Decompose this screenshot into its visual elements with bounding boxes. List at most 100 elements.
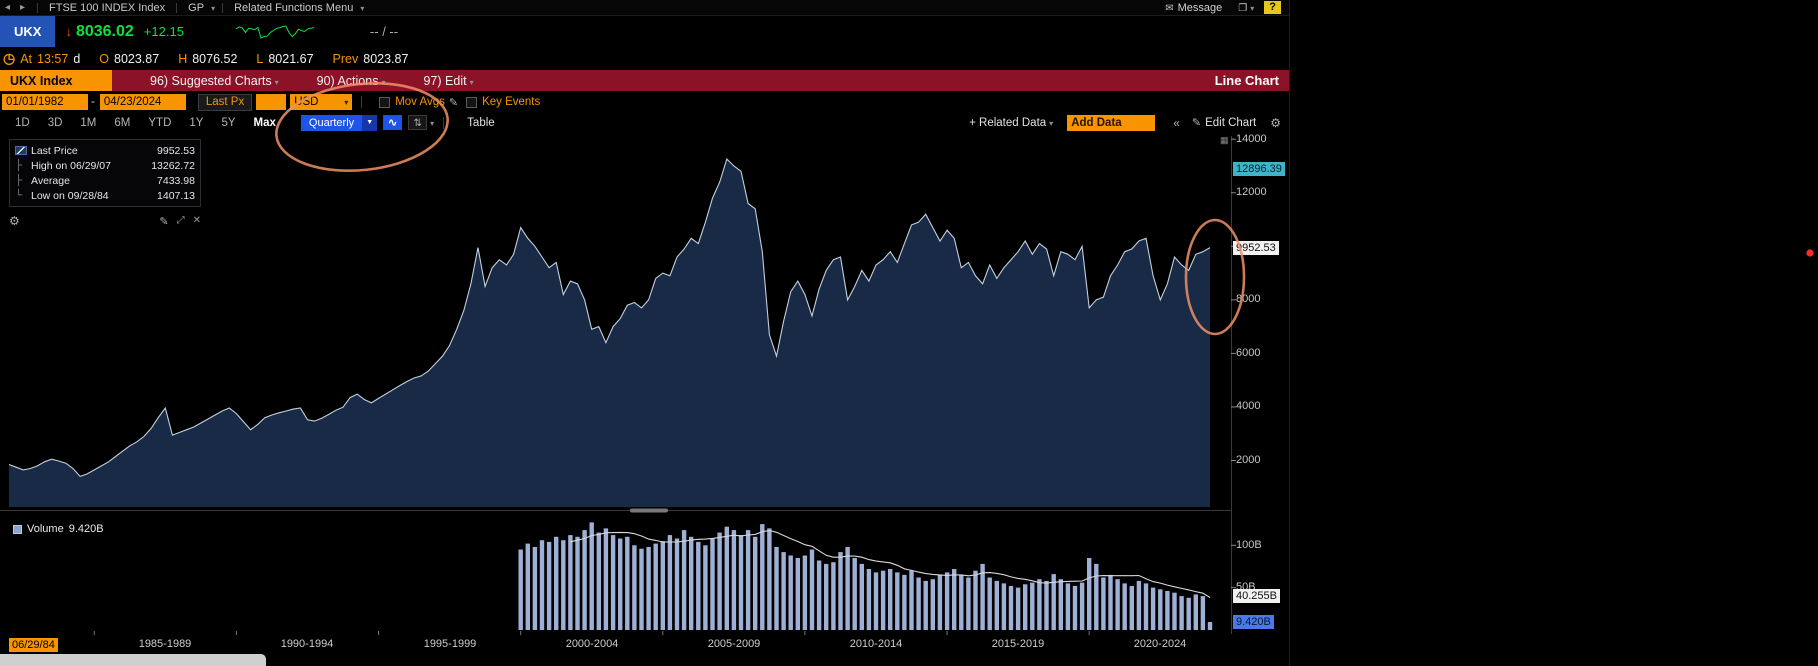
volume-bar [1143, 583, 1149, 630]
price-axis-tick: 14000 [1236, 132, 1267, 145]
volume-bar [774, 547, 779, 630]
volume-bar [596, 532, 601, 630]
volume-bar [852, 558, 857, 630]
last-price-marker-icon [15, 146, 27, 155]
menu-label: 97) Edit [423, 73, 467, 88]
window-menu-button[interactable] [1238, 2, 1254, 14]
period-tab-ytd[interactable]: YTD [148, 116, 172, 129]
volume-bar [1065, 583, 1071, 630]
legend-gear-icon[interactable] [9, 212, 20, 230]
price-change: +12.15 [143, 24, 184, 39]
end-date-input[interactable]: 04/23/2024 [99, 94, 186, 110]
volume-bar [1037, 579, 1042, 630]
volume-bar [809, 549, 815, 630]
pane-divider-handle[interactable] [630, 508, 668, 513]
high-value: 8076.52 [192, 51, 238, 66]
message-label: Message [1177, 1, 1223, 14]
security-field[interactable]: UKX Index [0, 70, 112, 91]
price-axis-tick: 12000 [1236, 186, 1267, 199]
chevron-down-icon [208, 2, 215, 14]
chart-options-icon[interactable] [1220, 135, 1229, 146]
back-button[interactable] [0, 2, 15, 13]
price-type-dropdown[interactable]: Last Px [197, 93, 253, 111]
price-override-input[interactable] [256, 94, 287, 110]
volume-bar [816, 560, 822, 630]
menu-suggested-charts[interactable]: 96) Suggested Charts [150, 74, 279, 88]
pencil-icon[interactable] [159, 215, 168, 228]
volume-bar [532, 547, 538, 630]
volume-bar [959, 574, 964, 630]
volume-bar [845, 547, 850, 630]
key-events-checkbox[interactable] [466, 96, 478, 108]
frequency-dropdown[interactable]: Quarterly [300, 114, 378, 131]
line-chart-type-button[interactable] [383, 115, 403, 130]
message-button[interactable]: Message [1165, 1, 1223, 14]
bar-chart-type-button[interactable] [408, 115, 428, 130]
key-events-label: Key Events [482, 96, 541, 108]
volume-bar [760, 524, 765, 630]
period-tab-6m[interactable]: 6M [114, 116, 131, 129]
start-date-input[interactable]: 01/01/1982 [2, 94, 88, 110]
security-title[interactable]: FTSE 100 INDEX Index [49, 1, 166, 14]
volume-bar [1207, 622, 1213, 630]
pencil-icon[interactable] [449, 96, 458, 109]
volume-bar [1008, 586, 1014, 630]
volume-bar [561, 540, 566, 630]
volume-bar [525, 543, 530, 630]
edit-chart-button[interactable]: Edit Chart [1192, 116, 1256, 129]
volume-bar [653, 543, 658, 630]
taskbar-fragment[interactable] [0, 654, 266, 666]
low-value: 8021.67 [268, 51, 314, 66]
settings-gear-icon[interactable] [1270, 116, 1281, 130]
menu-actions[interactable]: 90) Actions [317, 74, 386, 88]
help-button[interactable]: ? [1264, 1, 1281, 14]
chevron-down-icon [341, 94, 348, 111]
expand-icon[interactable] [177, 215, 185, 228]
volume-bar [1150, 587, 1156, 630]
volume-bar [987, 577, 992, 630]
period-tab-max[interactable]: Max [253, 116, 276, 129]
volume-bar [1122, 583, 1127, 630]
bid-ask-placeholder: -- / -- [369, 24, 399, 39]
collapse-button[interactable]: « [1173, 115, 1180, 130]
currency-dropdown[interactable]: USD [290, 94, 353, 111]
prev-label: Prev [332, 51, 359, 66]
quote-row: UKX ↓ 8036.02 +12.15 -- / -- [0, 16, 1289, 47]
price-volume-chart[interactable] [0, 132, 1290, 666]
table-button[interactable]: Table [467, 116, 495, 129]
down-arrow-icon: ↓ [65, 24, 72, 39]
related-functions-menu[interactable]: Related Functions Menu [234, 1, 354, 14]
period-tab-3d[interactable]: 3D [47, 116, 63, 129]
line-chart-icon [388, 116, 397, 129]
menu-edit[interactable]: 97) Edit [423, 74, 473, 88]
volume-bar [582, 530, 587, 630]
tree-branch-icon [15, 160, 31, 171]
period-tab-1y[interactable]: 1Y [189, 116, 204, 129]
volume-bar [1179, 596, 1184, 630]
high-marker-axis-label: 12896.39 [1233, 161, 1285, 176]
time-axis: 06/29/84 1985-1989 1990-1994 1995-1999 2000… [0, 637, 1231, 655]
period-tab-1d[interactable]: 1D [15, 116, 30, 129]
mov-avgs-checkbox[interactable] [379, 96, 391, 108]
function-mnemonic[interactable]: GP [188, 1, 205, 14]
legend-row: High on 06/29/07 13262.72 [15, 158, 195, 173]
ticker-tab[interactable]: UKX [0, 16, 56, 47]
chevron-down-icon [1247, 2, 1254, 14]
chevron-down-icon[interactable] [427, 117, 434, 129]
period-tab-1m[interactable]: 1M [80, 116, 97, 129]
add-data-input[interactable]: Add Data [1067, 114, 1156, 131]
related-data-button[interactable]: + Related Data [969, 117, 1053, 129]
notification-dot [1806, 249, 1814, 257]
volume-bar [937, 574, 943, 630]
price-line [8, 157, 1211, 478]
function-bar: UKX Index 96) Suggested Charts 90) Actio… [0, 70, 1289, 91]
volume-bar [1158, 589, 1163, 630]
open-label: O [99, 51, 109, 66]
volume-bar [1115, 579, 1120, 630]
chart-toolbar-row: 1D 3D 1M 6M YTD 1Y 5Y Max Quarterly Table + Rel… [0, 113, 1289, 132]
period-tab-5y[interactable]: 5Y [221, 116, 236, 129]
forward-button[interactable] [15, 2, 30, 13]
volume-bar [603, 528, 609, 630]
volume-bar [866, 569, 872, 630]
close-icon[interactable] [193, 215, 201, 228]
